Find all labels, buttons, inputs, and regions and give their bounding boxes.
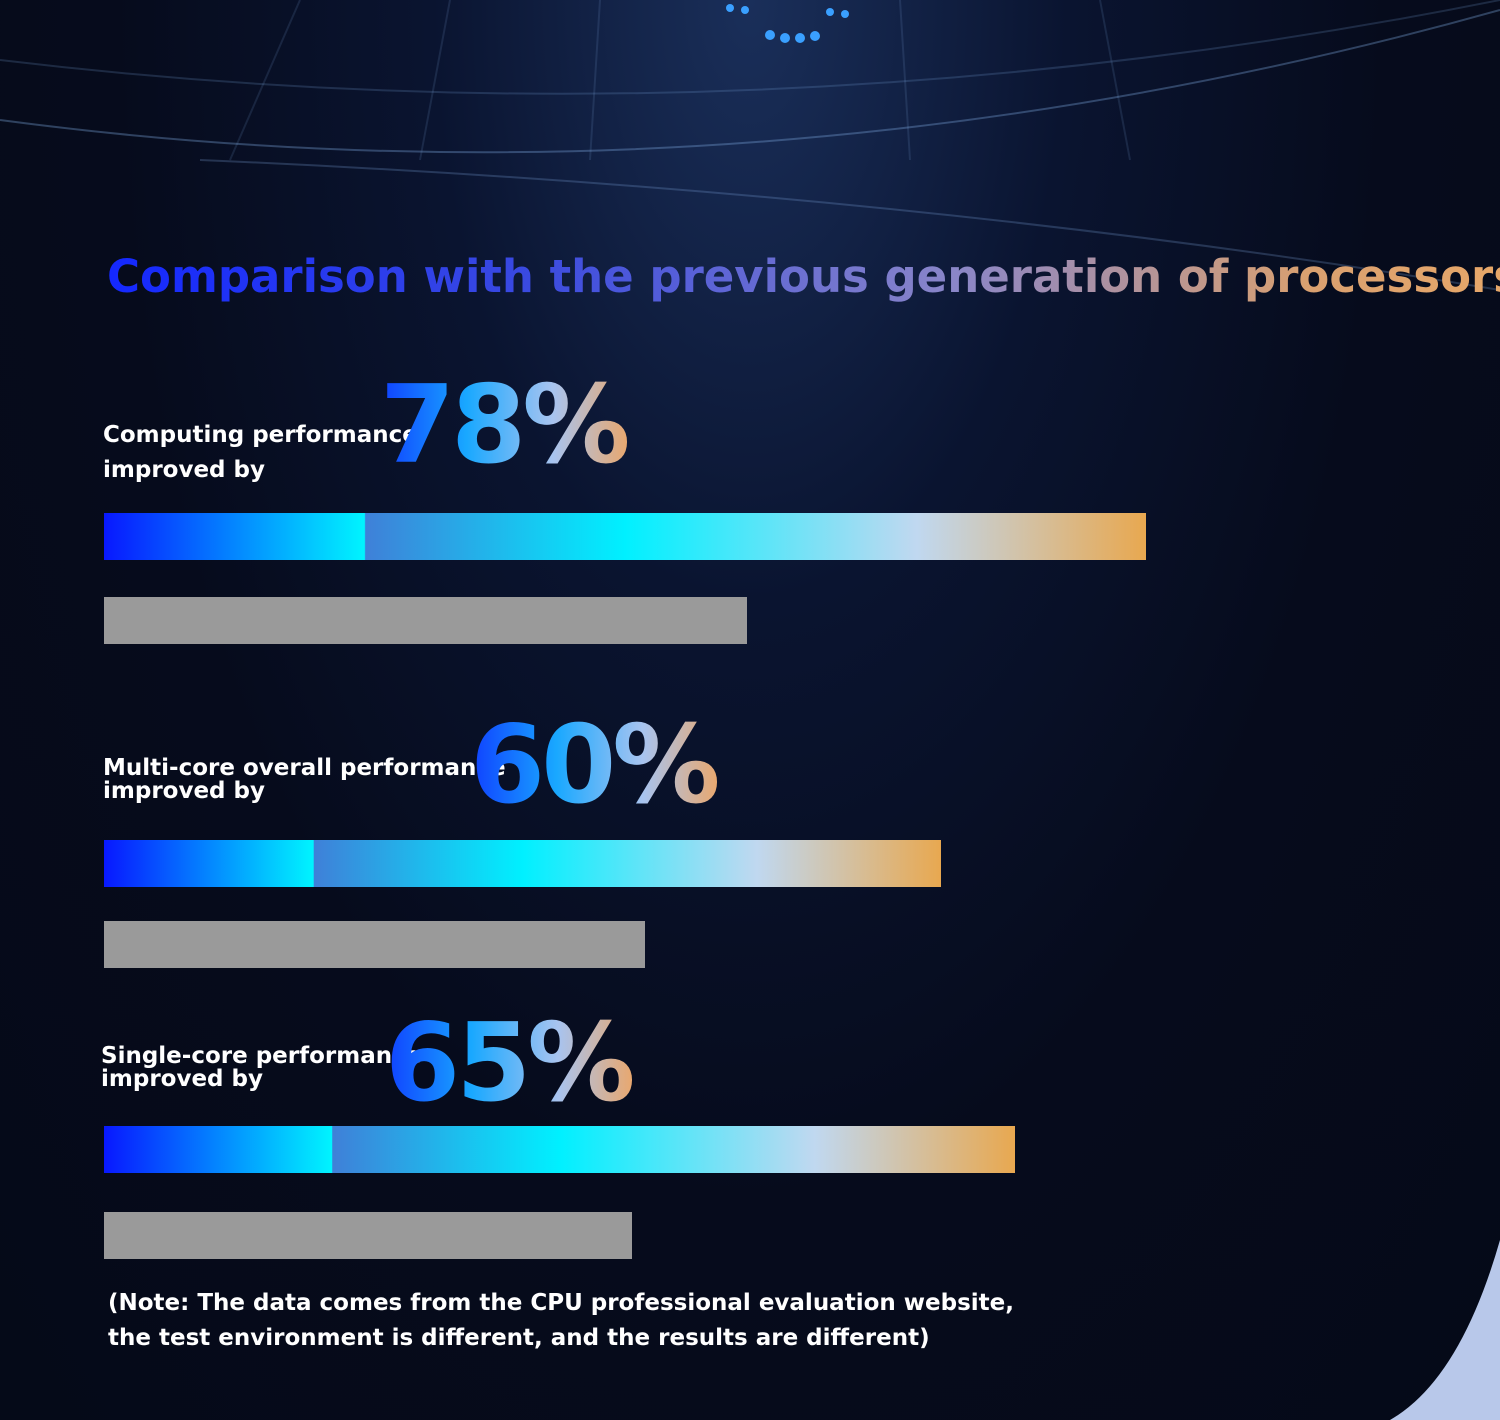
new-bar — [104, 513, 1146, 560]
label-line: improved by — [103, 457, 265, 483]
item-label: Multi-core overall performance improved … — [103, 757, 506, 803]
note-line: (Note: The data comes from the CPU profe… — [108, 1290, 1014, 1316]
label-line: Single-core performance — [101, 1043, 422, 1069]
old-bar — [104, 921, 645, 968]
item-label: Computing performance improved by — [103, 418, 418, 488]
improvement-value: 78% — [380, 363, 631, 488]
label-line: Computing performance — [103, 422, 418, 448]
improvement-value: 60% — [470, 703, 721, 828]
old-bar — [104, 1212, 632, 1259]
note: (Note: The data comes from the CPU profe… — [108, 1286, 1014, 1356]
new-bar — [104, 1126, 1015, 1173]
item-label: Single-core performance improved by — [101, 1045, 421, 1091]
title: Comparison with the previous generation … — [107, 250, 1500, 303]
label-line: improved by — [101, 1066, 263, 1092]
label-line: improved by — [103, 778, 265, 804]
improvement-value: 65% — [385, 1001, 636, 1126]
note-line: the test environment is different, and t… — [108, 1325, 930, 1351]
new-bar — [104, 840, 941, 887]
label-line: Multi-core overall performance — [103, 755, 506, 781]
old-bar — [104, 597, 747, 644]
